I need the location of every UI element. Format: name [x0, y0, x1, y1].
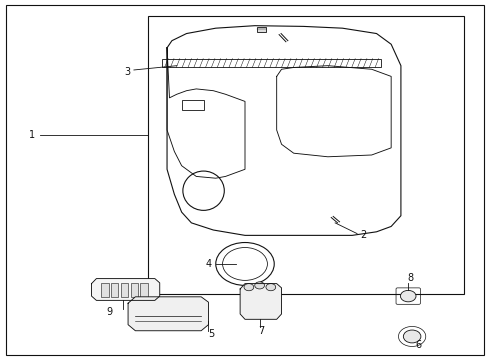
Text: 3: 3 [124, 67, 130, 77]
Bar [162, 59, 381, 67]
Bar [182, 100, 203, 111]
Bar [121, 283, 128, 297]
Text: 1: 1 [28, 130, 35, 140]
Bar [130, 283, 138, 297]
Bar [140, 283, 147, 297]
Text: 8: 8 [408, 273, 414, 283]
Text: 5: 5 [208, 329, 214, 339]
Text: 6: 6 [415, 340, 421, 350]
Bar [147, 16, 464, 294]
Bar [111, 283, 118, 297]
Polygon shape [240, 284, 282, 319]
Polygon shape [128, 297, 208, 331]
Text: 2: 2 [360, 230, 367, 240]
Circle shape [403, 330, 421, 343]
Circle shape [244, 284, 254, 291]
Text: 9: 9 [106, 307, 113, 317]
Bar [101, 283, 109, 297]
Circle shape [255, 282, 265, 289]
Circle shape [400, 291, 416, 302]
Circle shape [266, 284, 276, 291]
Text: 7: 7 [258, 326, 264, 336]
Text: 4: 4 [205, 259, 212, 269]
Bar [257, 27, 266, 32]
Polygon shape [92, 279, 160, 300]
